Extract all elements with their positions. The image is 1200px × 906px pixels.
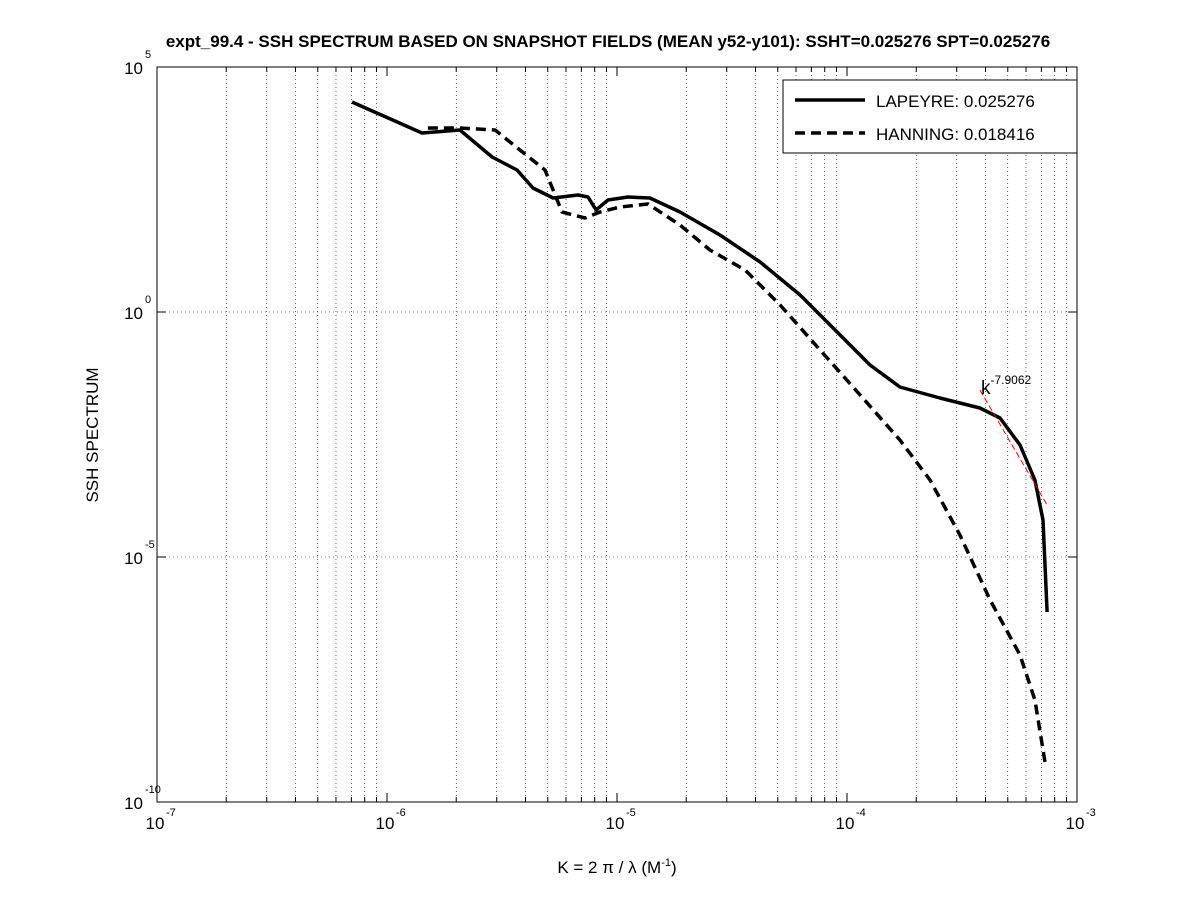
x-tick-label: 10 bbox=[606, 814, 625, 833]
x-tick-label: 10 bbox=[146, 814, 165, 833]
x-tick-exponent: -7 bbox=[166, 807, 176, 819]
y-tick-label: 10 bbox=[124, 59, 143, 78]
series-group bbox=[351, 100, 1049, 763]
axis-ticks bbox=[156, 66, 1077, 803]
legend-box bbox=[782, 79, 1078, 154]
x-tick-exponent: -3 bbox=[1086, 807, 1096, 819]
y-tick-exponent: -10 bbox=[145, 784, 161, 796]
series-line-lapeyre bbox=[351, 100, 1049, 613]
y-tick-label: 10 bbox=[124, 549, 143, 568]
x-axis-label: K = 2 π / λ (M-1) bbox=[557, 857, 676, 877]
grid-lines bbox=[157, 67, 1077, 802]
y-axis-label: SSH SPECTRUM bbox=[83, 367, 102, 502]
y-tick-label: 10 bbox=[124, 794, 143, 813]
x-tick-exponent: -6 bbox=[396, 807, 406, 819]
y-tick-label: 10 bbox=[124, 304, 143, 323]
x-tick-exponent: -5 bbox=[626, 807, 636, 819]
y-tick-exponent: 0 bbox=[145, 294, 151, 306]
legend-label-lapeyre: LAPEYRE: 0.025276 bbox=[876, 92, 1035, 111]
fit-annotation: k-7.9062 bbox=[981, 373, 1032, 399]
x-tick-label: 10 bbox=[836, 814, 855, 833]
x-tick-exponent: -4 bbox=[856, 807, 866, 819]
x-tick-label: 10 bbox=[376, 814, 395, 833]
fit-line bbox=[979, 389, 1048, 506]
y-tick-exponent: -5 bbox=[145, 539, 155, 551]
x-tick-label: 10 bbox=[1066, 814, 1085, 833]
fit-label: k-7.9062 bbox=[981, 373, 1032, 399]
chart-title: expt_99.4 - SSH SPECTRUM BASED ON SNAPSH… bbox=[166, 32, 1050, 51]
y-tick-exponent: 5 bbox=[145, 49, 151, 61]
legend: LAPEYRE: 0.025276 HANNING: 0.018416 bbox=[782, 79, 1078, 154]
plot-frame bbox=[156, 66, 1078, 803]
series-line-hanning bbox=[427, 126, 1047, 763]
legend-label-hanning: HANNING: 0.018416 bbox=[876, 125, 1035, 144]
